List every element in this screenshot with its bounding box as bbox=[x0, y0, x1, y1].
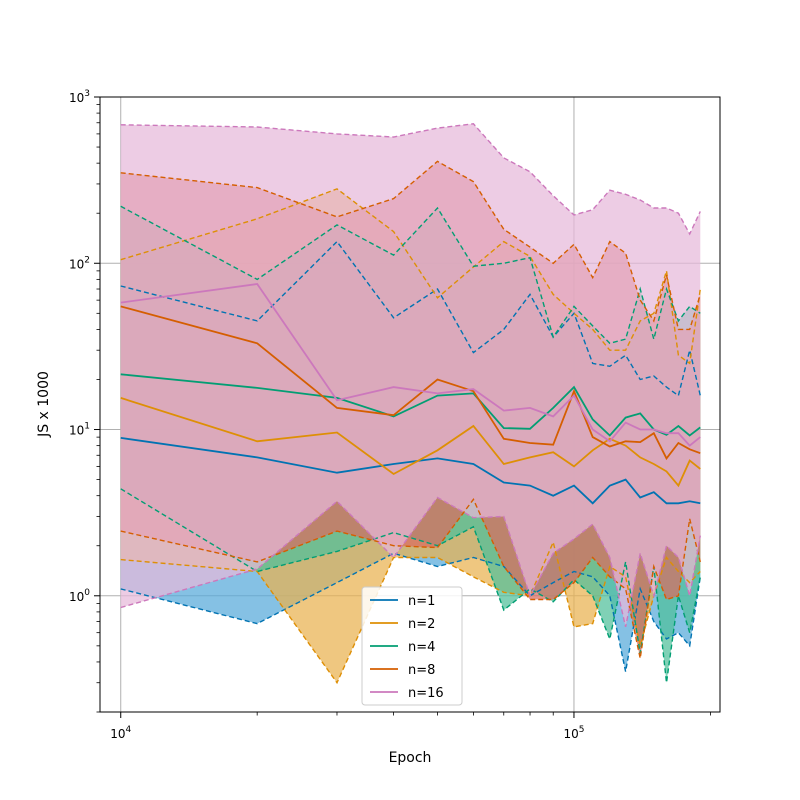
band-upper-n=2 bbox=[120, 188, 701, 365]
series-line-n=8 bbox=[120, 305, 701, 461]
band-upper-n=1 bbox=[120, 240, 701, 397]
y-tick-label: 100 bbox=[69, 588, 90, 604]
legend: n=1 n=2 n=4 n=8 n=16 bbox=[361, 586, 463, 706]
band-lower-n=8 bbox=[120, 498, 701, 659]
series-line-n=1 bbox=[120, 437, 701, 505]
plot-frame bbox=[99, 96, 721, 713]
x-tick-label: 105 bbox=[563, 725, 584, 741]
band-bounds bbox=[120, 123, 701, 685]
y-tick-label: 101 bbox=[69, 422, 90, 438]
y-tick-label: 102 bbox=[69, 255, 90, 271]
mean-lines bbox=[120, 283, 701, 505]
series-line-n=4 bbox=[120, 373, 701, 437]
band-upper-n=4 bbox=[120, 205, 701, 345]
series-line-n=2 bbox=[120, 397, 701, 488]
legend-entry: n=4 bbox=[408, 640, 435, 655]
band-upper-n=8 bbox=[120, 160, 701, 331]
y-axis-label: JS x 1000 bbox=[36, 371, 52, 438]
ticks: 104 105 100 101 102 103 bbox=[69, 89, 711, 741]
band-upper-n=16 bbox=[120, 123, 701, 236]
band-fill-n=16 bbox=[120, 123, 701, 627]
legend-entry: n=16 bbox=[408, 686, 444, 701]
legend-box bbox=[361, 586, 463, 706]
legend-entry: n=8 bbox=[408, 663, 435, 678]
band-lower-n=1 bbox=[120, 552, 701, 672]
legend-entry: n=2 bbox=[408, 617, 435, 632]
x-tick-label: 104 bbox=[110, 725, 131, 741]
legend-entry: n=1 bbox=[408, 594, 435, 609]
x-axis-label: Epoch bbox=[389, 750, 432, 766]
series-line-n=16 bbox=[120, 283, 701, 447]
y-tick-label: 103 bbox=[69, 89, 90, 105]
band-lower-n=2 bbox=[120, 540, 701, 685]
